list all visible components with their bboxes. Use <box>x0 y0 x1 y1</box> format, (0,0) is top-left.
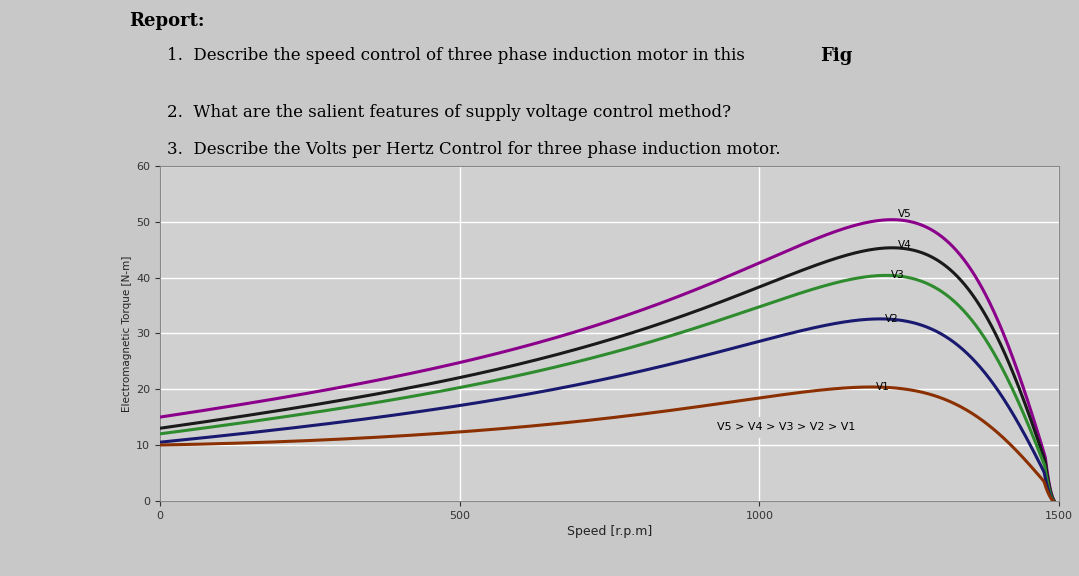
Text: V5 > V4 > V3 > V2 > V1: V5 > V4 > V3 > V2 > V1 <box>718 422 856 432</box>
Text: V4: V4 <box>898 240 912 250</box>
Text: 2.  What are the salient features of supply voltage control method?: 2. What are the salient features of supp… <box>167 104 732 122</box>
X-axis label: Speed [r.p.m]: Speed [r.p.m] <box>566 525 652 538</box>
Text: V1: V1 <box>876 382 890 392</box>
Y-axis label: Electromagnetic Torque [N-m]: Electromagnetic Torque [N-m] <box>122 255 132 411</box>
Text: V5: V5 <box>898 209 912 219</box>
Text: 1.  Describe the speed control of three phase induction motor in this: 1. Describe the speed control of three p… <box>167 47 751 65</box>
Text: 3.  Describe the Volts per Hertz Control for three phase induction motor.: 3. Describe the Volts per Hertz Control … <box>167 141 781 158</box>
Text: V2: V2 <box>885 314 899 324</box>
Text: Report:: Report: <box>129 12 205 30</box>
Text: V3: V3 <box>891 270 905 281</box>
Text: Fig: Fig <box>820 47 852 65</box>
Text: 4.  Draw the torque speed curve in supply voltage control.: 4. Draw the torque speed curve in supply… <box>167 179 659 195</box>
